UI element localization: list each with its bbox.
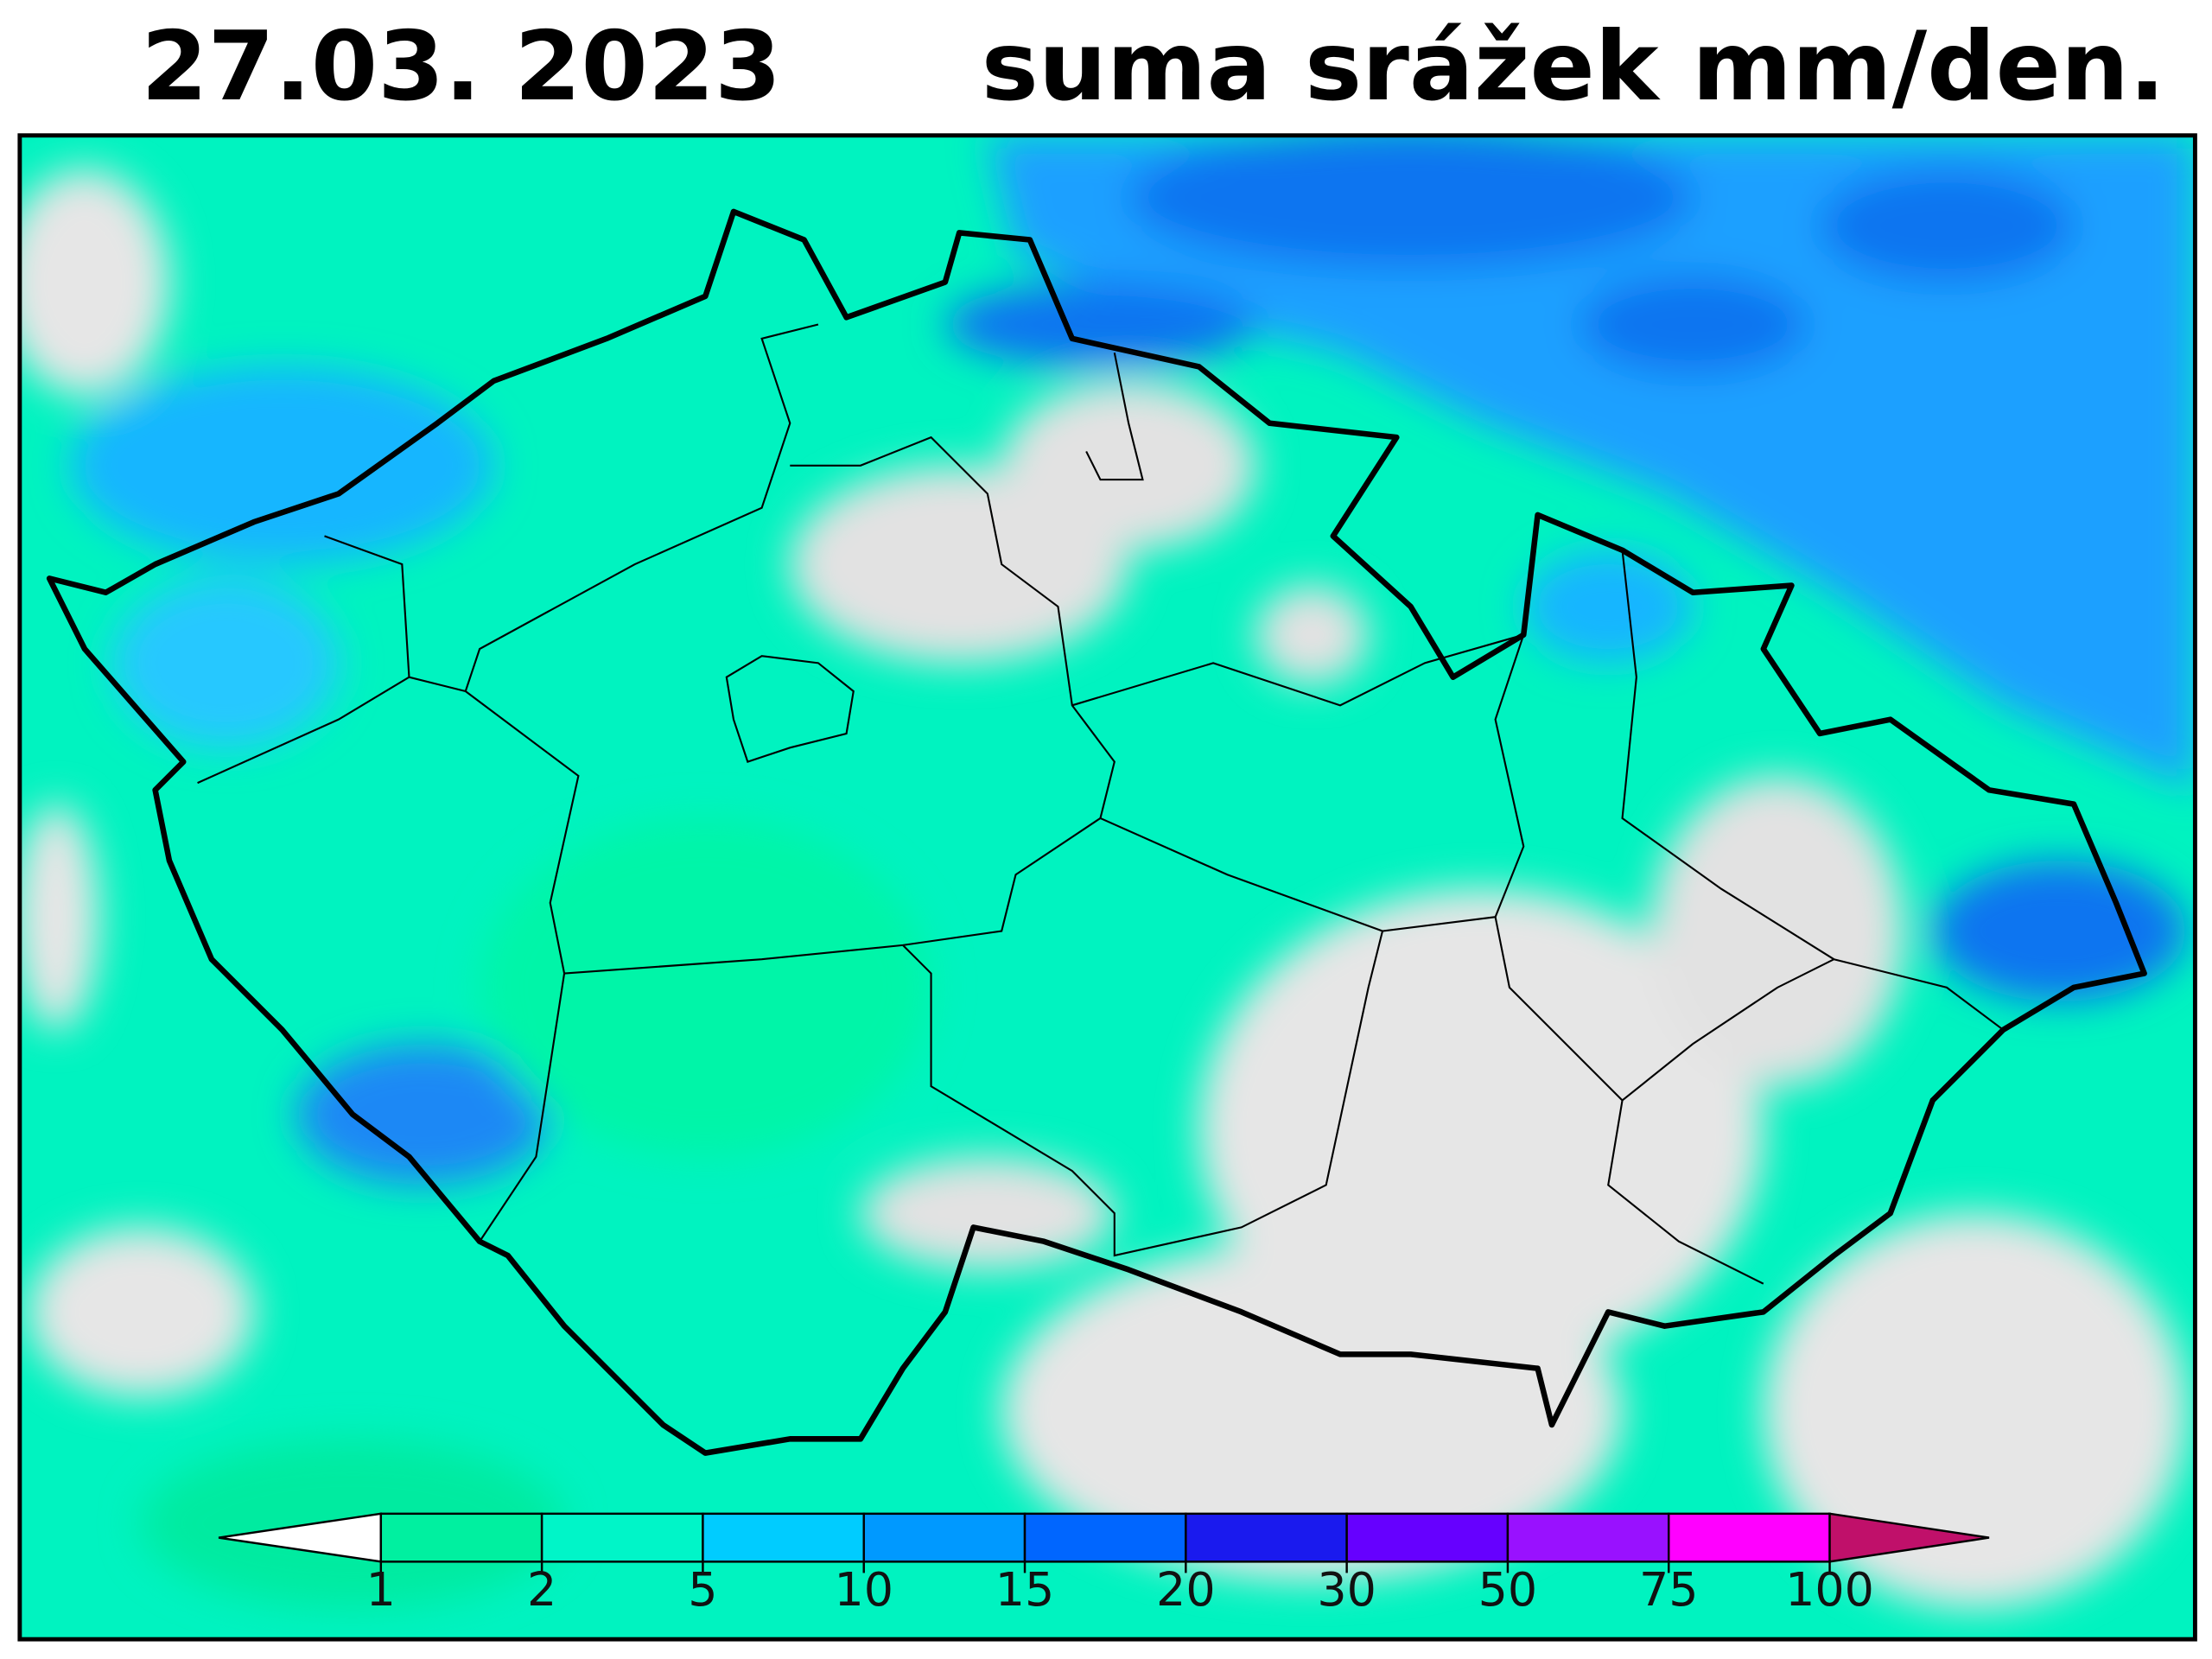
map-frame [17,133,2197,1642]
colorbar: 1 2 5 10 15 20 30 50 75 100 [218,1512,1990,1617]
colorbar-tick-label: 100 [1785,1562,1874,1617]
precipitation-field [19,135,2196,1640]
colorbar-segment [1023,1512,1187,1563]
colorbar-segment [379,1512,543,1563]
colorbar-tick-label: 1 [366,1562,396,1617]
country-border [46,208,2147,1456]
map-date: 27.03. 2023 [141,11,781,123]
colorbar-tick-label: 50 [1478,1562,1538,1617]
colorbar-tick-label: 20 [1156,1562,1216,1617]
colorbar-segment [1185,1512,1348,1563]
colorbar-tick-label: 10 [834,1562,893,1617]
colorbar-tick-label: 15 [995,1562,1055,1617]
colorbar-segment [702,1512,865,1563]
colorbar-segment [862,1512,1027,1563]
colorbar-segment [1345,1512,1510,1563]
colorbar-segment [540,1512,704,1563]
colorbar-over [1828,1512,1990,1563]
colorbar-tick-label: 2 [527,1562,556,1617]
colorbar-segment [1506,1512,1670,1563]
colorbar-tick-label: 75 [1639,1562,1699,1617]
colorbar-tick-label: 5 [688,1562,717,1617]
colorbar-tick-label: 30 [1317,1562,1376,1617]
map-title: suma srážek mm/den. [982,11,2165,123]
colorbar-segment [1668,1512,1831,1563]
region-borders [197,323,2005,1285]
